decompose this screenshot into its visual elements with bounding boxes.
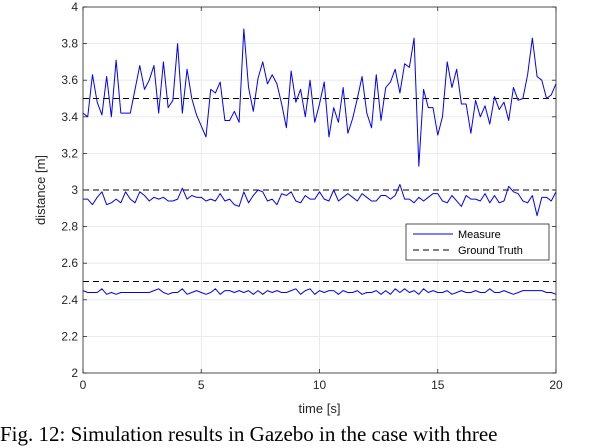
y-tick-label: 2.8 <box>61 220 78 234</box>
legend-label-ground-truth: Ground Truth <box>458 245 523 257</box>
y-tick-label: 3.4 <box>61 110 78 124</box>
x-tick-label: 15 <box>431 378 445 392</box>
y-tick-label: 2 <box>71 366 78 380</box>
chart: 2 2.2 2.4 2.6 2.8 3 3.2 3.4 3.6 3.8 4 0 5 10 15 20 time… <box>33 0 563 416</box>
y-tick-label: 2.2 <box>61 329 78 343</box>
legend-box <box>405 223 550 261</box>
measure-series-line <box>83 184 557 217</box>
y-tick-label: 4 <box>71 0 78 14</box>
y-tick-label: 3.2 <box>61 146 78 160</box>
figure-caption: Fig. 12: Simulation results in Gazebo in… <box>0 420 598 448</box>
x-tick-label: 5 <box>198 378 205 392</box>
legend-label-measure: Measure <box>458 229 501 241</box>
y-tick-label: 3 <box>71 183 78 197</box>
x-tick-label: 0 <box>80 378 87 392</box>
measure-series-line <box>82 288 557 295</box>
y-tick-label: 2.4 <box>61 293 78 307</box>
y-tick-label: 2.6 <box>61 256 78 270</box>
figure-caption-text: Fig. 12: Simulation results in Gazebo in… <box>0 422 498 446</box>
series-group <box>82 28 557 295</box>
y-tick-label: 3.6 <box>61 73 78 87</box>
x-axis-label: time [s] <box>299 401 341 416</box>
x-tick-label: 20 <box>549 378 563 392</box>
measure-series-line <box>82 28 557 167</box>
tick-marks: 2 2.2 2.4 2.6 2.8 3 3.2 3.4 3.6 3.8 4 0 5 10 15 20 <box>61 0 563 392</box>
y-tick-label: 3.8 <box>61 37 78 51</box>
x-tick-label: 10 <box>313 378 327 392</box>
legend: Measure Ground Truth <box>405 223 550 261</box>
y-axis-label: distance [m] <box>33 155 48 225</box>
